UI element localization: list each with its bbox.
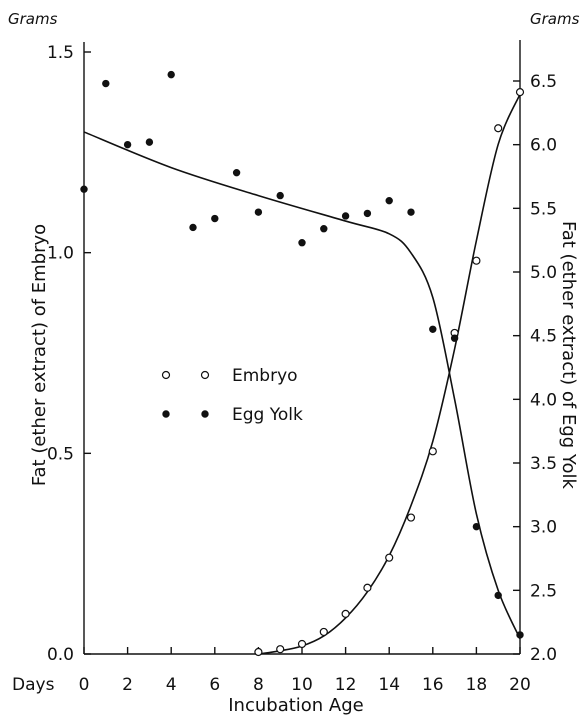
legend: Embryo Egg Yolk [161, 366, 303, 425]
point-embryo-10 [472, 256, 481, 265]
left-tick-label-2: 1.0 [47, 244, 74, 264]
point-egg-yolk-15 [407, 208, 415, 216]
fit-curve-egg-yolk [83, 131, 521, 640]
point-egg-yolk-4 [167, 70, 175, 79]
point-egg-yolk-16 [429, 325, 437, 333]
x-tick-label-6: 12 [335, 675, 357, 695]
x-tick-label-2: 4 [166, 675, 177, 695]
x-axis-title: Incubation Age [228, 695, 364, 716]
point-egg-yolk-0 [80, 185, 88, 193]
point-embryo-8 [428, 447, 437, 456]
right-tick-label-0: 2.0 [530, 645, 557, 665]
legend-eggyolk-marker-2 [201, 410, 209, 418]
point-egg-yolk-19 [494, 591, 502, 600]
point-egg-yolk-11 [320, 225, 328, 233]
x-tick-label-8: 16 [422, 675, 444, 695]
legend-eggyolk-marker-1 [162, 410, 170, 418]
left-tick-label-3: 1.5 [47, 43, 74, 63]
right-tick-label-6: 5.0 [530, 263, 557, 283]
fit-curves [83, 93, 521, 655]
point-embryo-7 [406, 513, 416, 522]
right-tick-label-7: 5.5 [530, 199, 557, 219]
point-egg-yolk-20 [516, 631, 524, 639]
point-egg-yolk-17 [450, 334, 459, 342]
point-egg-yolk-12 [341, 212, 350, 220]
right-axis-title: Fat (ether extract) of Egg Yolk [558, 221, 579, 490]
point-egg-yolk-5 [189, 223, 197, 232]
right-tick-label-1: 2.5 [530, 581, 557, 601]
point-egg-yolk-18 [472, 522, 481, 531]
right-tick-label-3: 3.5 [530, 454, 557, 474]
left-axis-title: Fat (ether extract) of Embryo [29, 224, 50, 486]
point-embryo-1 [276, 645, 285, 654]
point-embryo-3 [319, 627, 328, 637]
ticks: 0.0 0.5 1.0 1.5 2.0 2.5 3.0 3.5 4.0 4.5 5.0 5.5 6.0 6… [47, 43, 557, 695]
right-tick-label-4: 4.0 [530, 390, 557, 410]
point-egg-yolk-10 [298, 239, 306, 247]
point-embryo-4 [341, 609, 350, 618]
point-egg-yolk-1 [102, 79, 110, 88]
fit-curve-embryo [258, 93, 521, 655]
point-embryo-5 [363, 583, 372, 592]
legend-embryo-marker-1 [161, 370, 171, 380]
left-unit-label: Grams [8, 10, 58, 28]
point-embryo-12 [515, 88, 525, 97]
point-embryo-2 [297, 639, 307, 649]
left-tick-label-0: 0.0 [47, 645, 74, 665]
point-embryo-6 [385, 553, 394, 562]
right-tick-label-9: 6.5 [530, 72, 557, 92]
point-egg-yolk-7 [232, 168, 241, 177]
point-egg-yolk-3 [145, 138, 154, 146]
left-tick-label-1: 0.5 [47, 444, 74, 464]
right-tick-label-5: 4.5 [530, 327, 557, 347]
right-unit-label: Grams [530, 10, 580, 28]
x-tick-label-3: 6 [209, 675, 220, 695]
point-egg-yolk-14 [385, 196, 393, 205]
data-points [80, 70, 525, 657]
point-embryo-0 [254, 647, 263, 657]
legend-eggyolk-label: Egg Yolk [232, 405, 303, 425]
x-tick-label-9: 18 [466, 675, 488, 695]
right-tick-label-2: 3.0 [530, 518, 557, 538]
legend-embryo-label: Embryo [232, 366, 298, 386]
point-egg-yolk-13 [363, 209, 372, 218]
x-tick-label-0: 0 [79, 675, 90, 695]
point-egg-yolk-8 [254, 208, 263, 216]
legend-embryo-marker-2 [200, 370, 210, 380]
x-tick-label-5: 10 [291, 675, 313, 695]
x-prefix-label: Days [12, 675, 55, 695]
point-egg-yolk-9 [276, 191, 284, 200]
x-tick-label-10: 20 [509, 675, 531, 695]
x-tick-label-4: 8 [253, 675, 264, 695]
point-embryo-11 [494, 124, 503, 133]
right-tick-label-8: 6.0 [530, 136, 557, 156]
labels: Grams Grams Days Incubation Age Fat (eth… [8, 10, 580, 716]
x-tick-label-7: 14 [378, 675, 400, 695]
x-tick-label-1: 2 [122, 675, 133, 695]
point-egg-yolk-2 [123, 140, 132, 149]
point-egg-yolk-6 [211, 214, 219, 223]
